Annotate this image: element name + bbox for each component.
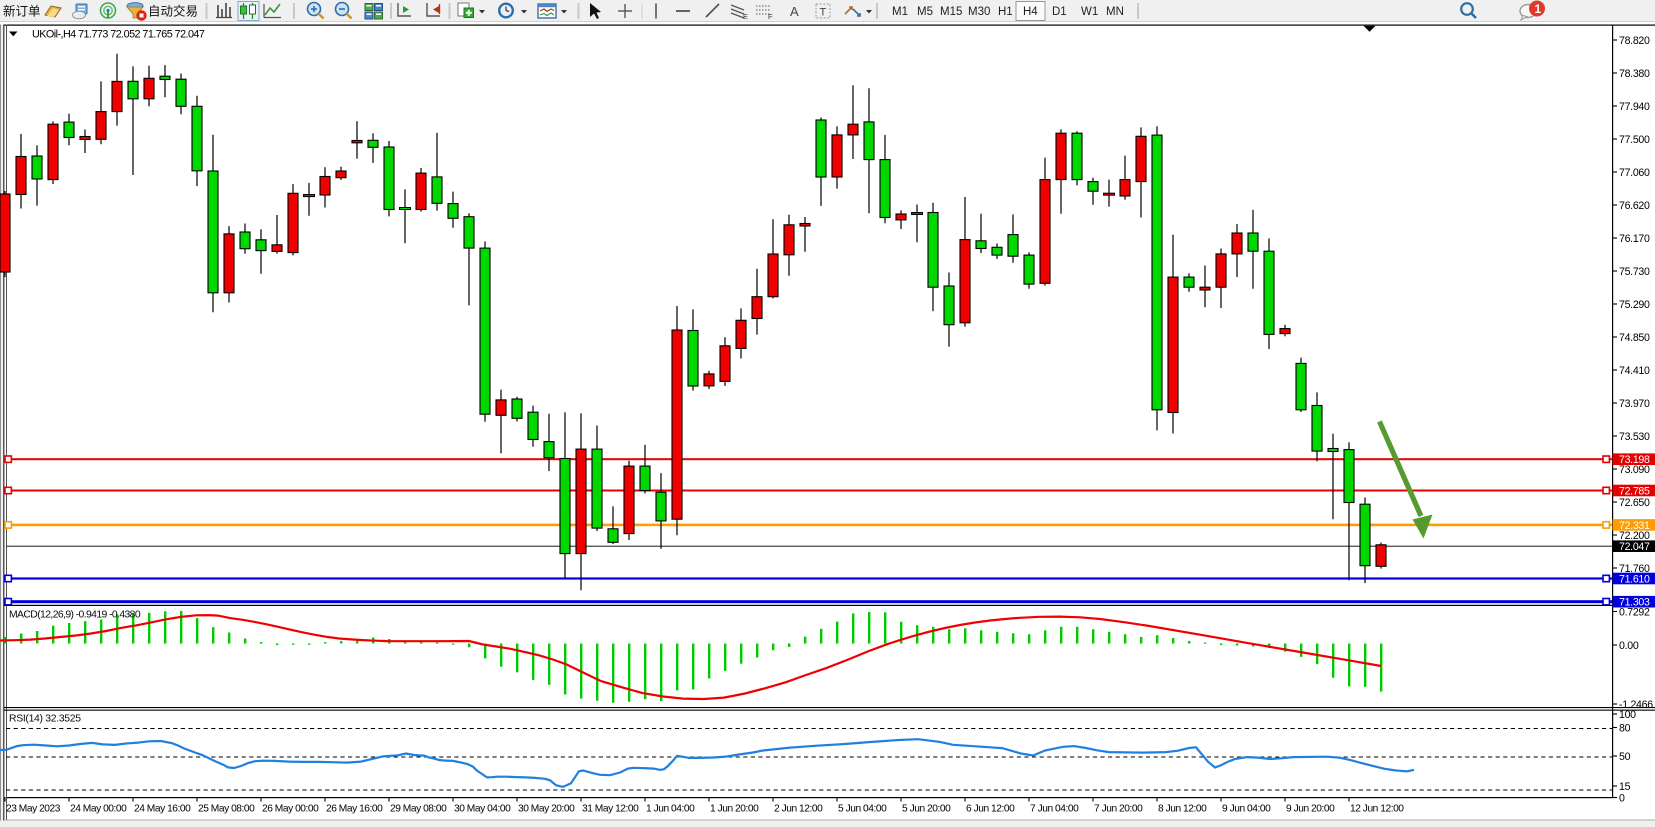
svg-text:5 Jun 20:00: 5 Jun 20:00 [902, 804, 951, 815]
svg-text:MACD(12,26,9) -0.9419 -0.4380: MACD(12,26,9) -0.9419 -0.4380 [9, 610, 141, 621]
svg-text:26 May 16:00: 26 May 16:00 [326, 804, 383, 815]
svg-text:1: 1 [1535, 2, 1542, 16]
svg-text:H1: H1 [998, 6, 1013, 18]
svg-text:D1: D1 [1052, 6, 1067, 18]
svg-text:1 Jun 04:00: 1 Jun 04:00 [646, 804, 695, 815]
svg-text:76.620: 76.620 [1619, 200, 1650, 212]
svg-text:29 May 08:00: 29 May 08:00 [390, 804, 447, 815]
svg-text:-1.2466: -1.2466 [1619, 699, 1653, 711]
svg-text:73.530: 73.530 [1619, 431, 1650, 443]
svg-text:0.7292: 0.7292 [1619, 607, 1650, 619]
svg-text:77.500: 77.500 [1619, 134, 1650, 146]
svg-text:26 May 00:00: 26 May 00:00 [262, 804, 319, 815]
svg-text:74.850: 74.850 [1619, 332, 1650, 344]
svg-text:80: 80 [1619, 723, 1631, 735]
svg-text:15: 15 [1619, 781, 1631, 793]
svg-text:100: 100 [1619, 709, 1636, 721]
svg-text:9 Jun 20:00: 9 Jun 20:00 [1286, 804, 1335, 815]
svg-text:71.303: 71.303 [1619, 597, 1650, 609]
svg-text:6 Jun 12:00: 6 Jun 12:00 [966, 804, 1015, 815]
svg-text:12 Jun 12:00: 12 Jun 12:00 [1350, 804, 1404, 815]
svg-text:7 Jun 20:00: 7 Jun 20:00 [1094, 804, 1143, 815]
svg-text:8 Jun 12:00: 8 Jun 12:00 [1158, 804, 1207, 815]
svg-text:75.290: 75.290 [1619, 299, 1650, 311]
svg-text:71.760: 71.760 [1619, 563, 1650, 575]
svg-text:78.380: 78.380 [1619, 68, 1650, 80]
svg-text:74.410: 74.410 [1619, 365, 1650, 377]
svg-text:自动交易: 自动交易 [148, 4, 198, 19]
svg-text:MN: MN [1106, 6, 1124, 18]
svg-text:23 May 2023: 23 May 2023 [6, 804, 61, 815]
svg-text:77.060: 77.060 [1619, 167, 1650, 179]
svg-text:M1: M1 [892, 6, 908, 18]
svg-text:9 Jun 04:00: 9 Jun 04:00 [1222, 804, 1271, 815]
svg-text:7 Jun 04:00: 7 Jun 04:00 [1030, 804, 1079, 815]
svg-text:77.940: 77.940 [1619, 101, 1650, 113]
svg-text:50: 50 [1619, 751, 1631, 763]
svg-text:72.650: 72.650 [1619, 497, 1650, 509]
svg-text:W1: W1 [1081, 6, 1098, 18]
svg-text:0: 0 [1619, 793, 1625, 805]
svg-text:73.970: 73.970 [1619, 398, 1650, 410]
svg-text:5 Jun 04:00: 5 Jun 04:00 [838, 804, 887, 815]
svg-text:UKOil-,H4 71.773 72.052 71.76: UKOil-,H4 71.773 72.052 71.765 72.047 [32, 29, 205, 41]
svg-text:31 May 12:00: 31 May 12:00 [582, 804, 639, 815]
svg-text:78.820: 78.820 [1619, 35, 1650, 47]
svg-text:T: T [820, 7, 827, 19]
svg-text:72.047: 72.047 [1619, 541, 1650, 553]
svg-text:72.331: 72.331 [1619, 520, 1650, 532]
svg-text:A: A [790, 4, 799, 19]
svg-text:71.610: 71.610 [1619, 574, 1650, 586]
svg-text:30 May 04:00: 30 May 04:00 [454, 804, 511, 815]
svg-text:76.170: 76.170 [1619, 233, 1650, 245]
svg-text:25 May 08:00: 25 May 08:00 [198, 804, 255, 815]
svg-text:30 May 20:00: 30 May 20:00 [518, 804, 575, 815]
svg-text:73.090: 73.090 [1619, 464, 1650, 476]
svg-text:M5: M5 [917, 6, 933, 18]
svg-text:H4: H4 [1023, 6, 1038, 18]
svg-text:E: E [743, 12, 748, 21]
svg-text:24 May 00:00: 24 May 00:00 [70, 804, 127, 815]
svg-text:新订单: 新订单 [3, 4, 41, 19]
svg-text:72.200: 72.200 [1619, 530, 1650, 542]
svg-text:72.785: 72.785 [1619, 486, 1650, 498]
svg-text:73.198: 73.198 [1619, 454, 1650, 466]
svg-text:2 Jun 12:00: 2 Jun 12:00 [774, 804, 823, 815]
svg-text:0.00: 0.00 [1619, 640, 1639, 652]
svg-text:M30: M30 [968, 6, 990, 18]
svg-text:F: F [768, 12, 773, 21]
svg-text:M15: M15 [940, 6, 962, 18]
svg-text:1 Jun 20:00: 1 Jun 20:00 [710, 804, 759, 815]
svg-text:24 May 16:00: 24 May 16:00 [134, 804, 191, 815]
svg-text:RSI(14) 32.3525: RSI(14) 32.3525 [9, 714, 81, 725]
svg-text:75.730: 75.730 [1619, 266, 1650, 278]
